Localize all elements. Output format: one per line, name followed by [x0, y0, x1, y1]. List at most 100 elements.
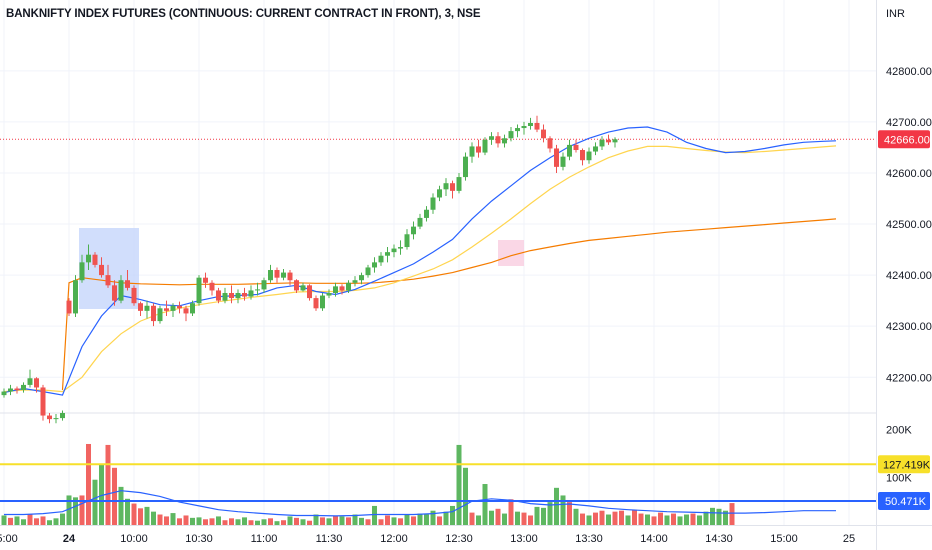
candle	[424, 206, 429, 222]
candle	[157, 305, 163, 324]
volume-bar	[131, 503, 137, 525]
candle-body	[118, 280, 124, 301]
candle	[437, 185, 442, 202]
candle	[456, 172, 462, 194]
candle-body	[456, 177, 462, 191]
candle-body	[554, 148, 559, 167]
volume-bar	[248, 520, 254, 525]
price-tick-label: 42800.00	[886, 66, 932, 78]
candle-body	[372, 262, 377, 268]
volume-bar	[534, 506, 540, 525]
candle	[586, 147, 592, 164]
volume-bar	[326, 518, 332, 525]
volume-bar	[287, 516, 293, 525]
candle-body	[482, 139, 488, 153]
candle-body	[307, 285, 312, 299]
candle-body	[606, 139, 611, 143]
volume-bar	[8, 517, 13, 525]
candles	[1, 115, 618, 424]
volume-bar	[21, 519, 26, 525]
candle	[229, 285, 234, 304]
volume-bar	[79, 495, 85, 525]
volume-yellow-badge-bg	[878, 455, 930, 474]
candle	[534, 115, 540, 133]
candle	[274, 267, 280, 283]
volume-bar	[554, 487, 559, 525]
candle-body	[580, 150, 585, 161]
volume-bar	[612, 511, 618, 525]
volume-tick-label: 200K	[886, 425, 912, 437]
time-tick-label: 12:00	[380, 533, 408, 545]
candle-body	[268, 270, 273, 281]
volume-bar	[352, 514, 358, 525]
ema-slow-line	[3, 145, 837, 393]
volume-bar	[222, 520, 228, 525]
candle	[216, 287, 221, 304]
candle	[196, 275, 202, 306]
candle-body	[196, 277, 202, 304]
volume-bar	[658, 512, 663, 525]
candle	[99, 257, 104, 278]
volume-bar	[372, 505, 377, 525]
gridlines	[0, 0, 876, 525]
volume-bars	[1, 443, 836, 525]
candle	[482, 137, 488, 156]
candle-body	[391, 248, 397, 253]
volume-bar	[417, 513, 423, 525]
candle	[326, 289, 332, 299]
price-tick-label: 42200.00	[886, 372, 932, 384]
candle-body	[177, 305, 182, 309]
candle	[222, 287, 228, 304]
volume-bar	[333, 515, 338, 525]
candle	[391, 244, 397, 258]
volume-bar	[502, 513, 507, 525]
candle	[248, 285, 254, 300]
candle	[417, 213, 423, 230]
price-tick-label: 42600.00	[886, 168, 932, 180]
candle-body	[66, 300, 72, 314]
candle-body	[138, 303, 143, 311]
candle-body	[235, 292, 241, 299]
candle	[320, 292, 325, 311]
candle	[333, 282, 338, 297]
candle	[86, 244, 91, 271]
candle-body	[359, 275, 364, 281]
price-tick-label: 42500.00	[886, 219, 932, 231]
candle	[281, 268, 286, 281]
volume-bar	[411, 516, 416, 525]
candle	[209, 280, 215, 296]
candle	[261, 277, 267, 293]
candle	[118, 275, 124, 304]
candle-body	[92, 254, 98, 265]
volume-bar	[190, 517, 195, 525]
candle-body	[170, 305, 176, 311]
volume-bar	[307, 520, 312, 525]
candle-body	[443, 183, 449, 190]
candle	[365, 264, 371, 278]
volume-bar	[404, 514, 410, 525]
volume-bar	[541, 507, 546, 525]
volume-bar	[261, 519, 267, 525]
volume-bar	[664, 515, 670, 525]
volume-bar	[320, 517, 325, 525]
candle	[450, 180, 455, 199]
volume-bar	[606, 514, 611, 525]
volume-bar	[515, 511, 520, 525]
candle-body	[183, 308, 189, 314]
candle-body	[209, 282, 215, 291]
candle-body	[14, 388, 20, 391]
candle-body	[190, 303, 195, 314]
volume-bar	[203, 519, 208, 525]
volume-bar	[209, 518, 215, 525]
volume-bar	[521, 512, 527, 525]
candle	[53, 414, 59, 424]
candle	[528, 117, 533, 130]
volume-bar	[86, 443, 91, 525]
candle-body	[508, 131, 514, 139]
candle-body	[586, 151, 592, 161]
candle-body	[144, 305, 150, 311]
time-tick-label: 24	[63, 533, 76, 545]
candle	[287, 270, 293, 286]
